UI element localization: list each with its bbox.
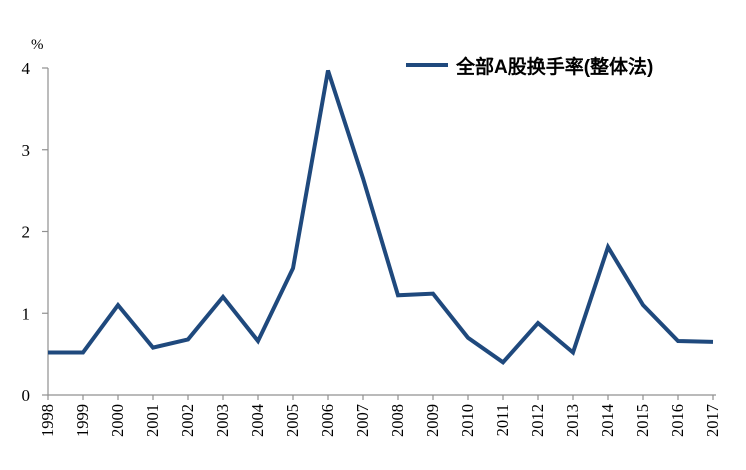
- x-tick-label: 2002: [178, 404, 197, 437]
- legend-series-label: 全部A股换手率(整体法): [456, 56, 654, 78]
- y-tick-label: 2: [22, 223, 31, 242]
- y-tick-label: 3: [22, 141, 31, 160]
- x-tick-label: 2013: [563, 404, 582, 437]
- x-tick-label: 2010: [458, 404, 477, 437]
- x-tick-label: 2004: [248, 404, 267, 437]
- x-tick-label: 2000: [108, 404, 127, 437]
- x-tick-label: 2001: [143, 404, 162, 437]
- y-axis-unit-label: %: [31, 37, 44, 53]
- x-tick-label: 2014: [598, 404, 617, 437]
- y-tick-label: 4: [22, 59, 31, 78]
- x-tick-label: 1999: [73, 404, 92, 437]
- x-tick-label: 2005: [283, 404, 302, 437]
- y-tick-label: 0: [22, 386, 31, 405]
- x-tick-label: 1998: [38, 404, 57, 437]
- x-tick-label: 2011: [493, 404, 512, 436]
- x-tick-label: 2006: [318, 404, 337, 437]
- x-tick-label: 2008: [388, 404, 407, 437]
- x-tick-label: 2007: [353, 404, 372, 437]
- x-tick-label: 2017: [703, 404, 722, 437]
- x-tick-label: 2009: [423, 404, 442, 437]
- legend-line-swatch: [406, 63, 448, 67]
- turnover-rate-line: [48, 69, 714, 365]
- y-tick-label: 1: [22, 304, 31, 323]
- legend: 全部A股换手率(整体法): [406, 53, 654, 78]
- axis-lines: [47, 68, 716, 396]
- x-tick-label: 2015: [633, 404, 652, 437]
- x-tick-label: 2012: [528, 404, 547, 437]
- x-tick-label: 2003: [213, 404, 232, 437]
- x-tick-label: 2016: [668, 404, 687, 437]
